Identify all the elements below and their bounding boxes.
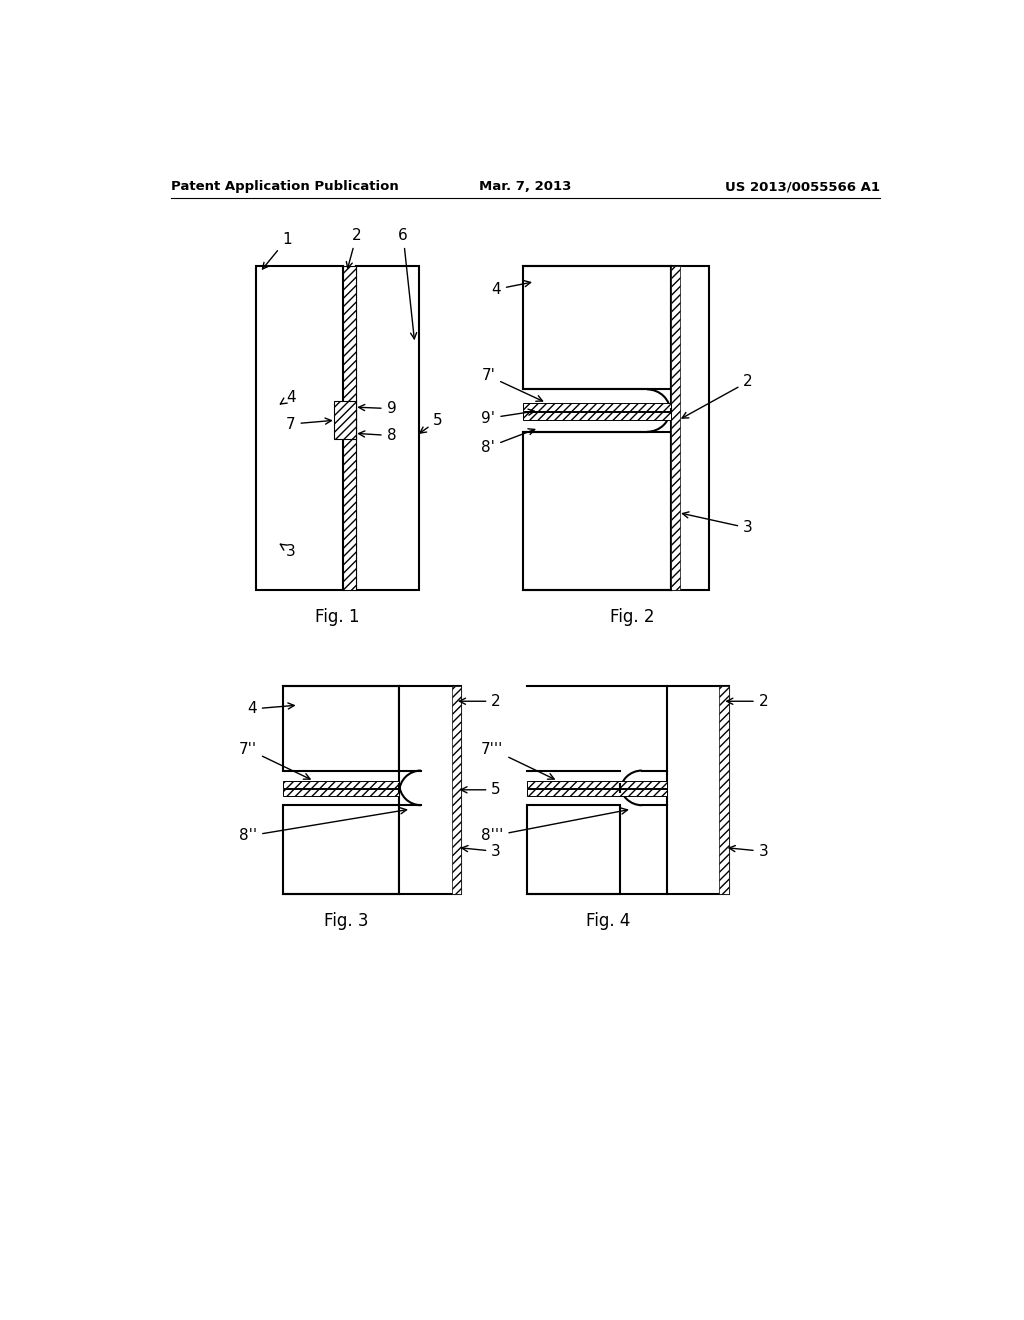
Bar — [283, 789, 399, 796]
Text: 8'': 8'' — [239, 808, 407, 843]
Bar — [283, 686, 399, 771]
Text: Fig. 2: Fig. 2 — [609, 607, 654, 626]
Bar — [527, 789, 667, 796]
Text: 8''': 8''' — [481, 808, 628, 843]
Text: 4: 4 — [281, 389, 296, 405]
Bar — [356, 267, 419, 590]
Text: 7': 7' — [481, 368, 543, 401]
Text: Patent Application Publication: Patent Application Publication — [171, 181, 398, 194]
Bar — [283, 781, 399, 788]
Bar — [671, 267, 680, 590]
Bar — [283, 805, 399, 894]
Text: 3: 3 — [682, 512, 753, 536]
Text: Fig. 4: Fig. 4 — [587, 912, 631, 929]
Text: US 2013/0055566 A1: US 2013/0055566 A1 — [725, 181, 880, 194]
Bar — [667, 686, 729, 894]
Bar — [452, 686, 461, 894]
Text: 2: 2 — [346, 228, 361, 268]
Text: 4: 4 — [247, 701, 294, 717]
Text: 8': 8' — [481, 429, 535, 454]
Bar — [719, 686, 729, 894]
Text: 9: 9 — [358, 401, 396, 416]
Bar — [523, 403, 671, 411]
Text: 2: 2 — [682, 374, 753, 418]
Text: 6: 6 — [398, 228, 417, 339]
Text: 3: 3 — [281, 544, 296, 558]
Bar — [399, 686, 461, 894]
Bar — [527, 805, 621, 894]
Bar — [671, 267, 710, 590]
Text: 5: 5 — [461, 783, 501, 797]
Text: 7: 7 — [286, 417, 332, 432]
Text: Fig. 3: Fig. 3 — [325, 912, 369, 929]
Text: 7'': 7'' — [239, 742, 310, 779]
Bar — [523, 412, 671, 420]
Bar — [343, 267, 356, 590]
Text: Fig. 1: Fig. 1 — [315, 607, 359, 626]
Text: 5: 5 — [420, 413, 442, 433]
Bar — [523, 432, 671, 590]
Bar — [523, 267, 671, 389]
Text: 7''': 7''' — [481, 742, 554, 779]
Text: 3: 3 — [729, 843, 768, 859]
Text: 1: 1 — [262, 232, 292, 269]
Bar — [527, 781, 667, 788]
Bar — [334, 401, 356, 440]
Text: Mar. 7, 2013: Mar. 7, 2013 — [478, 181, 571, 194]
Bar — [256, 267, 343, 590]
Text: 8: 8 — [358, 428, 396, 444]
Text: 3: 3 — [462, 843, 501, 859]
Text: 2: 2 — [460, 694, 501, 709]
Text: 2: 2 — [727, 694, 768, 709]
Text: 4: 4 — [492, 281, 530, 297]
Text: 9': 9' — [481, 409, 535, 426]
